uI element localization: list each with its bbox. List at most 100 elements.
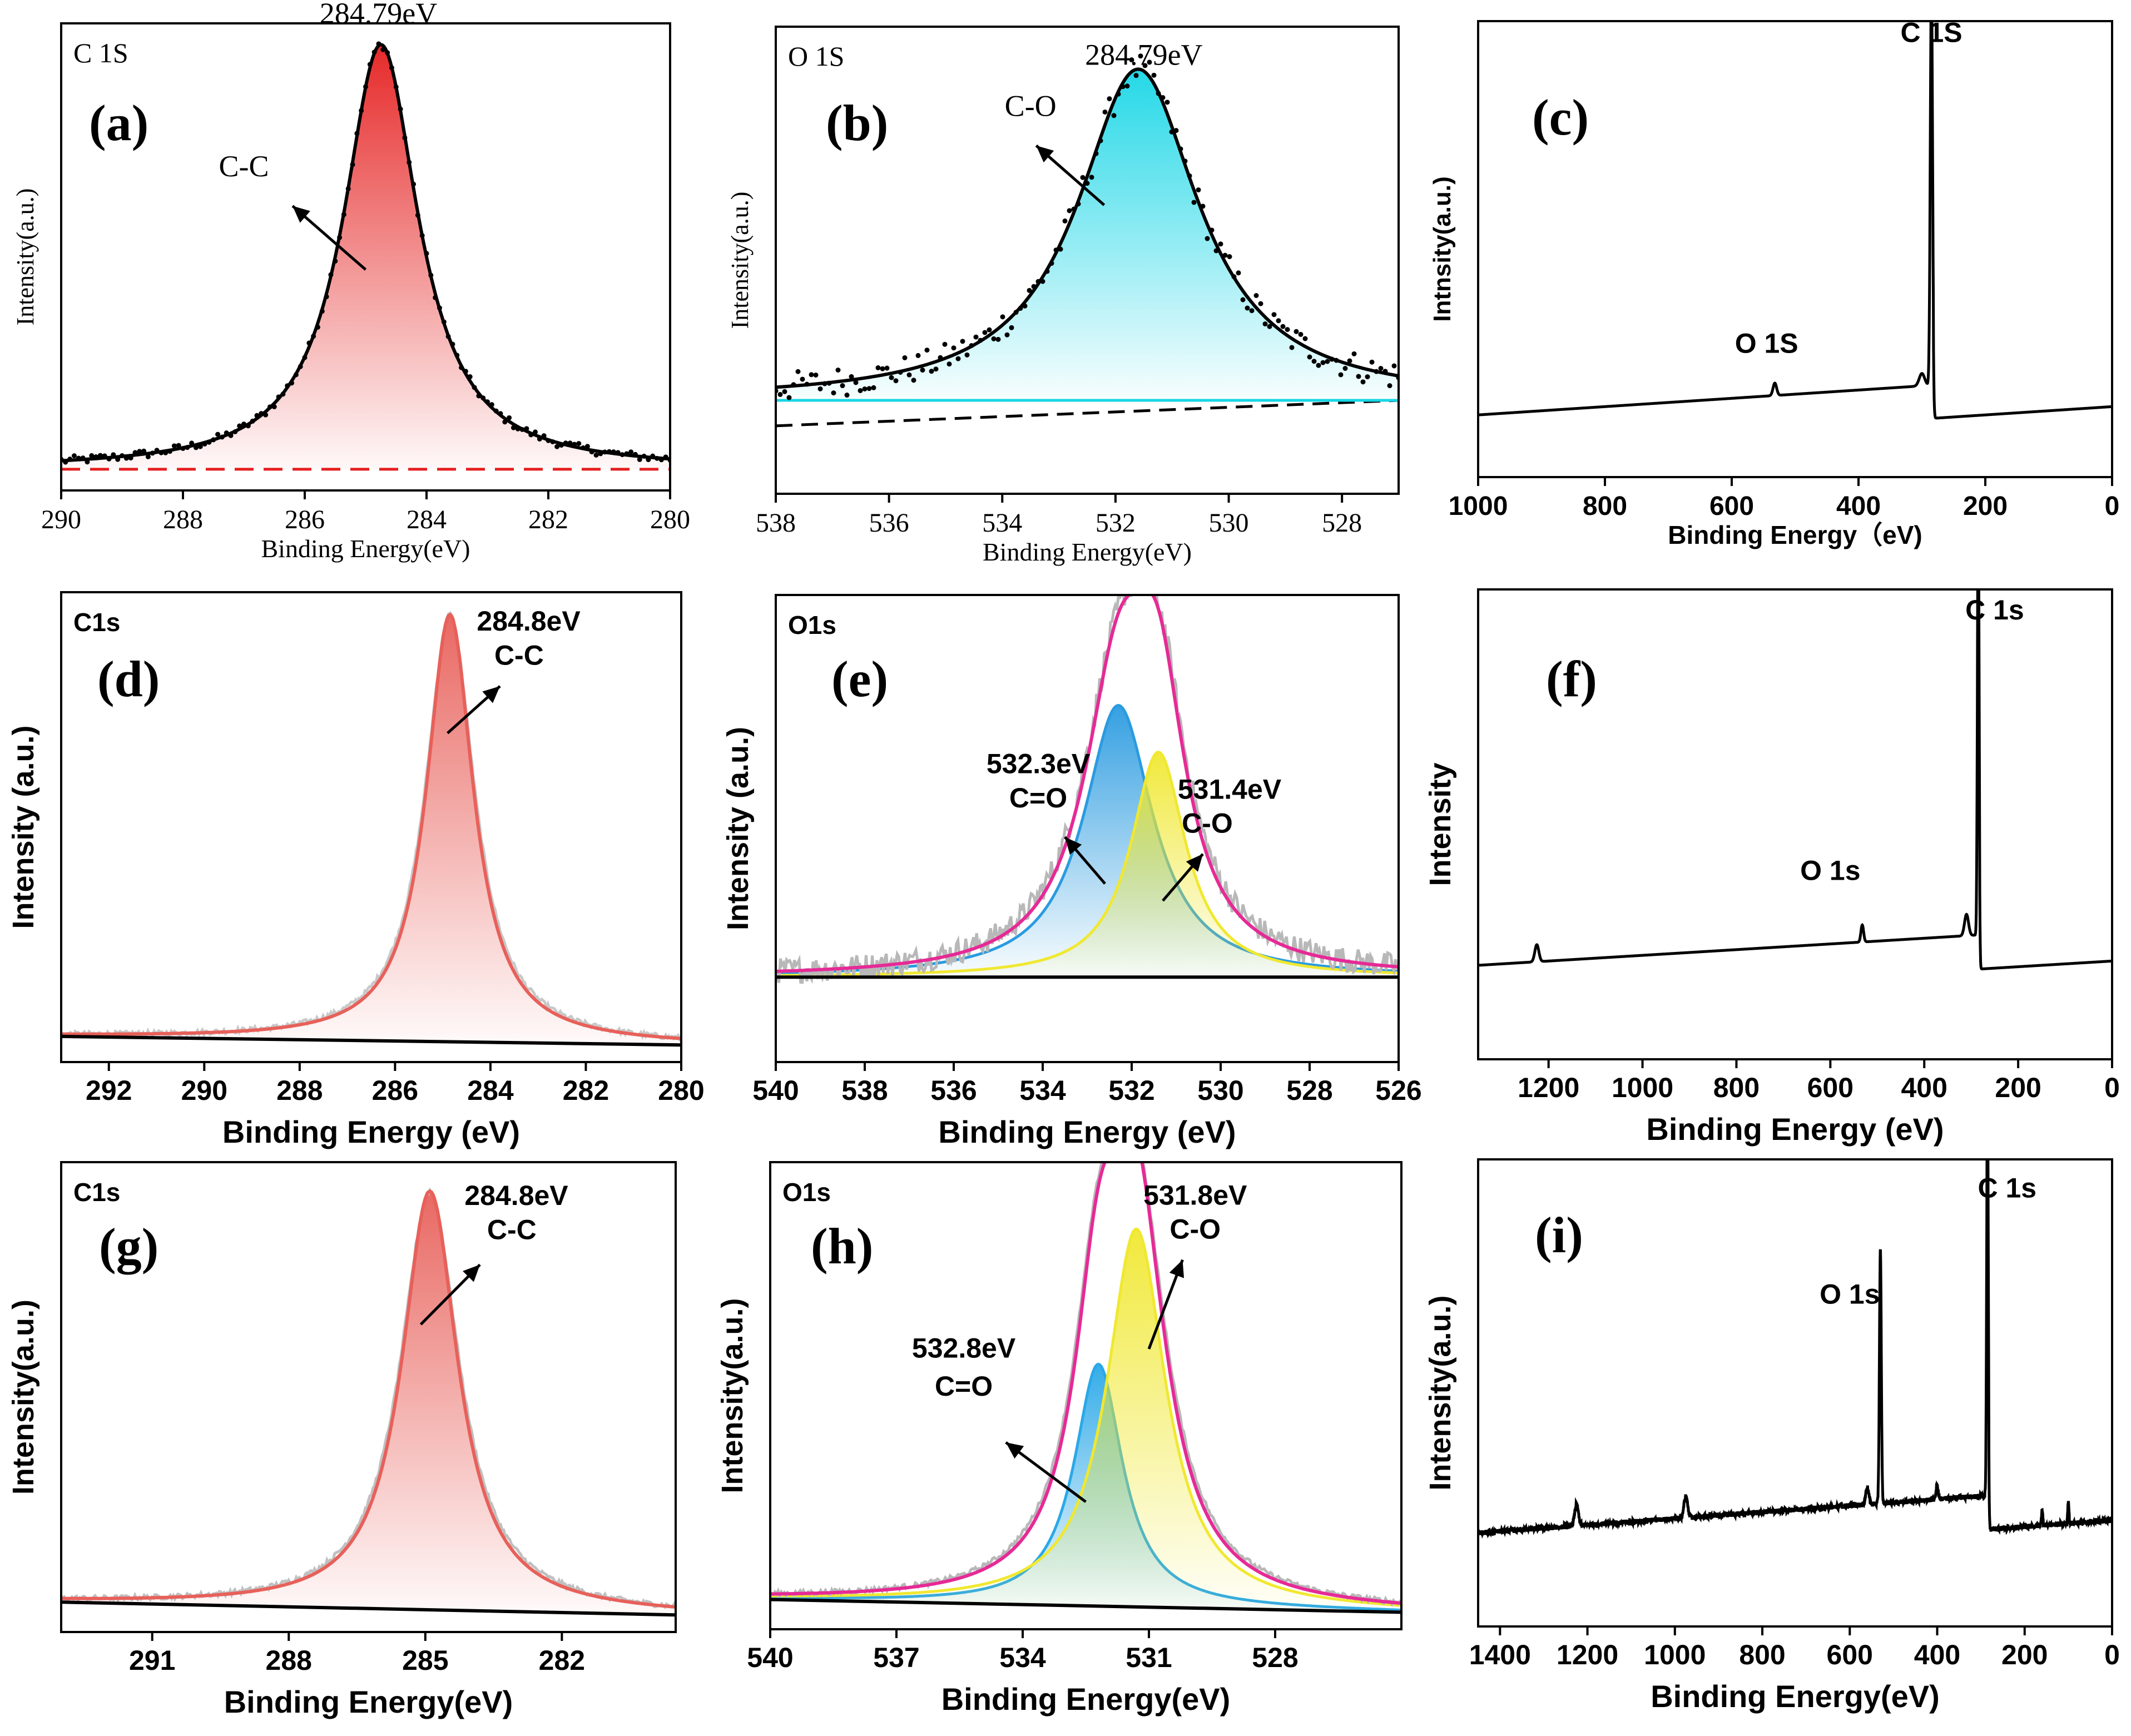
panel-b: 538 536 534 532 530 528 Binding Energy(eV) Inte… bbox=[726, 26, 1400, 566]
fit-envelope bbox=[62, 612, 680, 1040]
data-point bbox=[433, 295, 438, 300]
data-point bbox=[380, 47, 386, 52]
x-tick-label: 288 bbox=[163, 505, 203, 534]
data-point bbox=[519, 426, 525, 432]
plot-frame bbox=[775, 26, 1400, 495]
data-point bbox=[137, 449, 142, 454]
data-point bbox=[145, 454, 151, 459]
fit-envelope bbox=[777, 67, 1397, 389]
arrow-head bbox=[462, 1264, 480, 1282]
x-tick-label: 280 bbox=[650, 505, 690, 534]
data-point bbox=[180, 445, 186, 451]
data-point bbox=[280, 391, 286, 397]
data-point bbox=[1347, 358, 1352, 364]
x-tick-label: 534 bbox=[982, 508, 1022, 538]
data-point bbox=[875, 365, 881, 370]
data-point bbox=[946, 361, 952, 367]
data-point bbox=[480, 395, 486, 401]
data-point bbox=[1111, 113, 1117, 118]
data-point bbox=[533, 429, 538, 435]
data-point bbox=[1062, 218, 1068, 224]
arrow-head bbox=[1169, 1259, 1185, 1278]
data-point bbox=[445, 334, 451, 339]
background-line bbox=[777, 399, 1397, 428]
data-point bbox=[1276, 318, 1281, 324]
annotation-label: C 1s bbox=[1978, 1173, 2036, 1204]
data-point bbox=[276, 394, 281, 400]
x-axis-label: Binding Energy(eV) bbox=[941, 1682, 1231, 1717]
data-point bbox=[889, 375, 894, 380]
data-point bbox=[951, 345, 957, 351]
panel-c: 1000 800 600 400 200 0 Binding Energy（eV) Intns… bbox=[1429, 17, 2119, 549]
data-point bbox=[844, 393, 850, 398]
baseline bbox=[771, 1598, 1400, 1614]
data-point bbox=[1396, 375, 1397, 380]
x-tick-label: 530 bbox=[1197, 1075, 1243, 1106]
data-point bbox=[1267, 324, 1272, 329]
data-point bbox=[359, 108, 364, 113]
data-point bbox=[1222, 252, 1228, 258]
data-point bbox=[389, 65, 394, 71]
annotation-label: 284.8eV bbox=[464, 1180, 568, 1211]
data-point bbox=[328, 272, 334, 277]
data-point bbox=[167, 449, 173, 454]
data-point bbox=[498, 411, 503, 416]
data-point bbox=[363, 84, 368, 90]
data-point bbox=[866, 386, 872, 391]
data-point bbox=[826, 380, 832, 386]
data-point bbox=[202, 442, 207, 447]
data-point bbox=[646, 457, 651, 463]
data-point bbox=[311, 334, 316, 339]
data-point bbox=[158, 450, 164, 455]
data-point bbox=[572, 442, 577, 447]
data-point bbox=[259, 411, 264, 416]
data-point bbox=[1302, 336, 1308, 341]
x-tick-label: 538 bbox=[756, 508, 796, 538]
data-point bbox=[840, 383, 845, 389]
data-point bbox=[489, 402, 494, 408]
data-point bbox=[293, 372, 299, 378]
data-point bbox=[1307, 354, 1312, 360]
data-point bbox=[898, 369, 903, 375]
data-point bbox=[367, 62, 373, 67]
data-point bbox=[267, 404, 272, 410]
data-point bbox=[1253, 292, 1259, 298]
data-point bbox=[454, 353, 460, 358]
data-point bbox=[982, 330, 988, 335]
data-point bbox=[1200, 204, 1206, 209]
plot-area bbox=[771, 1163, 1400, 1614]
data-point bbox=[893, 378, 899, 384]
x-tick-label: 1400 bbox=[1469, 1639, 1531, 1670]
data-point bbox=[437, 305, 442, 311]
plot-frame bbox=[1477, 20, 2113, 478]
annotation-label: C-C bbox=[219, 150, 269, 183]
baseline bbox=[62, 1600, 675, 1617]
data-point bbox=[632, 452, 638, 457]
data-point bbox=[1289, 345, 1295, 350]
data-point bbox=[271, 404, 277, 410]
data-point bbox=[1084, 181, 1090, 186]
x-tick-label: 290 bbox=[41, 505, 81, 534]
x-tick-label: 288 bbox=[276, 1075, 323, 1106]
data-point bbox=[93, 454, 99, 460]
x-tick-label: 291 bbox=[129, 1645, 175, 1676]
panel-tag: (d) bbox=[97, 651, 160, 707]
data-point bbox=[485, 399, 490, 405]
data-point bbox=[76, 455, 81, 461]
data-point bbox=[528, 432, 534, 438]
data-point bbox=[411, 181, 417, 187]
x-tick-label: 1200 bbox=[1557, 1639, 1618, 1670]
arrow-head bbox=[482, 686, 500, 703]
data-point bbox=[407, 160, 412, 165]
data-point bbox=[973, 334, 979, 340]
data-point bbox=[598, 451, 603, 457]
data-point bbox=[1387, 383, 1392, 389]
data-point bbox=[1298, 331, 1304, 337]
data-point bbox=[463, 369, 468, 374]
annotation-label: 284.8eV bbox=[477, 606, 581, 637]
data-point bbox=[1320, 360, 1326, 365]
plot-area bbox=[777, 596, 1397, 984]
plot-area bbox=[62, 611, 680, 1047]
data-point bbox=[782, 389, 787, 394]
x-tick-label: 400 bbox=[1836, 492, 1881, 521]
